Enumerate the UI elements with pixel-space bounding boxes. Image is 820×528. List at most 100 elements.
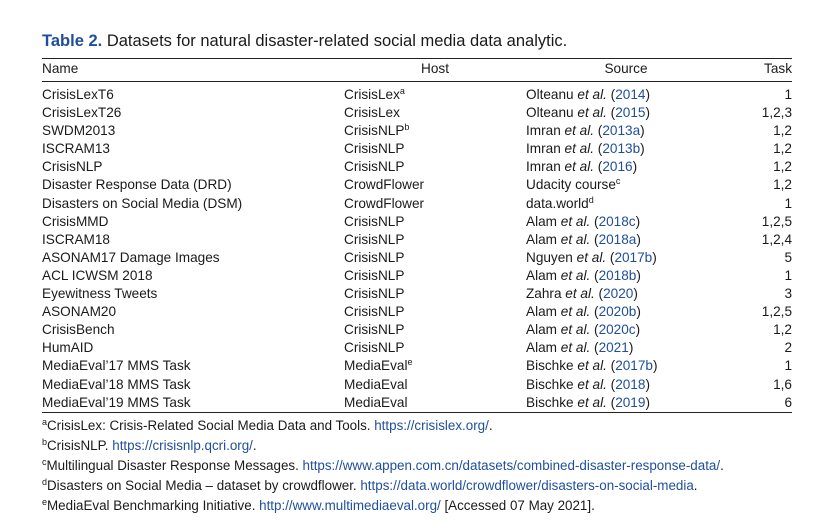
dataset-source: Olteanu et al. (2014) (526, 87, 650, 102)
source-author: Nguyen (526, 249, 573, 265)
footnote-suffix: . (693, 478, 698, 493)
host-label: CrisisLex (344, 105, 400, 121)
source-etal: et al. (577, 394, 607, 410)
citation-link[interactable]: 2020 (603, 286, 634, 302)
header-rule (42, 81, 792, 82)
table-row: HumAID CrisisNLP Alam et al. (2021) 2 (42, 339, 792, 357)
citation-link[interactable]: 2017b (614, 249, 653, 265)
header-row: Name Host Source Task (42, 60, 792, 82)
citation-link[interactable]: 2016 (602, 159, 633, 175)
dataset-name: CrisisBench (42, 322, 115, 338)
footnote-mark: b (42, 437, 48, 447)
footnote-link[interactable]: https://crisislex.org/ (374, 418, 489, 433)
footnote-mark: c (42, 457, 47, 467)
footnote-mark: d (588, 194, 594, 205)
dataset-host: CrisisNLP (344, 303, 526, 321)
host-label: MediaEval (344, 394, 408, 410)
footnote-link[interactable]: https://data.world/crowdflower/disasters… (360, 478, 694, 493)
dataset-name: HumAID (42, 340, 94, 356)
citation-link[interactable]: 2018b (598, 267, 637, 283)
source-etal: et al. (576, 249, 607, 265)
table-body: CrisisLexT6 CrisisLexa Olteanu et al. (201… (42, 82, 792, 412)
dataset-task: 1 (784, 358, 792, 374)
bottom-rule (42, 412, 792, 413)
dataset-name: CrisisMMD (42, 213, 109, 229)
source-author: Alam (526, 231, 557, 247)
footnote-link[interactable]: https://crisisnlp.qcri.org/ (112, 438, 253, 453)
dataset-name: CrisisLexT6 (42, 87, 114, 102)
host-label: CrisisNLP (344, 249, 405, 265)
citation-link[interactable]: 2018 (615, 376, 646, 392)
dataset-name: ASONAM17 Damage Images (42, 249, 220, 265)
citation-link[interactable]: 2013a (602, 123, 641, 139)
dataset-host: CrisisNLPb (344, 122, 526, 140)
footnote-mark: a (42, 417, 48, 427)
source-author: Alam (526, 340, 557, 356)
source-author: Imran (526, 159, 561, 175)
source-author: Bischke (526, 358, 574, 374)
dataset-source: Alam et al. (2018b) (526, 267, 641, 283)
table-row: MediaEval’18 MMS Task MediaEval Bischke et… (42, 376, 792, 394)
citation-link[interactable]: 2013b (602, 141, 641, 157)
citation-link[interactable]: 2020c (598, 322, 636, 338)
dataset-task: 1,2 (773, 141, 792, 157)
table-row: MediaEval’19 MMS Task MediaEval Bischke et… (42, 394, 792, 412)
footnote-suffix: . (720, 458, 724, 473)
host-label: MediaEval (344, 358, 408, 374)
footnote-mark: d (42, 477, 48, 487)
footnote: eMediaEval Benchmarking Initiative. http… (42, 496, 724, 516)
footnotes: aCrisisLex: Crisis-Related Social Media … (42, 416, 724, 516)
table-label: Table 2. (42, 32, 103, 50)
table-row: Eyewitness Tweets CrisisNLP Zahra et al. (… (42, 285, 792, 303)
footnote-link[interactable]: https://www.appen.com.cn/datasets/combin… (302, 458, 721, 473)
footnote-suffix: [Accessed 07 May 2021]. (440, 498, 595, 513)
dataset-source: Bischke et al. (2018) (526, 376, 650, 392)
table-row: CrisisLexT6 CrisisLexa Olteanu et al. (201… (42, 82, 792, 104)
table-caption: Table 2. Datasets for natural disaster-r… (42, 32, 567, 51)
dataset-task: 1,2 (773, 159, 792, 175)
dataset-task: 2 (784, 340, 792, 356)
datasets-table: Name Host Source Task CrisisLexT6 CrisisL… (42, 60, 792, 412)
dataset-name: CrisisLexT26 (42, 105, 122, 121)
dataset-source: Imran et al. (2013b) (526, 141, 645, 157)
source-etal: et al. (560, 213, 591, 229)
citation-link[interactable]: 2018a (598, 231, 637, 247)
dataset-host: CrisisNLP (344, 249, 526, 267)
citation-link[interactable]: 2014 (615, 87, 646, 102)
dataset-task: 6 (784, 394, 792, 410)
table-row: ISCRAM13 CrisisNLP Imran et al. (2013b) 1,2 (42, 140, 792, 158)
dataset-task: 1,6 (773, 376, 792, 392)
source-etal: et al. (564, 159, 595, 175)
dataset-host: CrisisNLP (344, 140, 526, 158)
footnote-suffix: . (488, 418, 493, 433)
dataset-name: CrisisNLP (42, 159, 103, 175)
table-row: MediaEval’17 MMS Task MediaEvale Bischke e… (42, 357, 792, 375)
table-row: ISCRAM18 CrisisNLP Alam et al. (2018a) 1,2,… (42, 231, 792, 249)
footnote-mark: e (407, 357, 413, 368)
citation-link[interactable]: 2020b (598, 304, 637, 320)
citation-link[interactable]: 2015 (615, 105, 646, 121)
host-label: CrisisNLP (344, 322, 405, 338)
citation-link[interactable]: 2017b (615, 358, 653, 374)
table-row: ASONAM20 CrisisNLP Alam et al. (2020b) 1,2,… (42, 303, 792, 321)
dataset-name: ACL ICWSM 2018 (42, 267, 153, 283)
source-author: Zahra (526, 286, 562, 302)
dataset-host: MediaEvale (344, 357, 526, 375)
dataset-task: 1 (784, 87, 792, 102)
header-name: Name (42, 61, 79, 76)
dataset-host: CrisisNLP (344, 158, 526, 176)
host-label: CrowdFlower (344, 177, 425, 193)
citation-link[interactable]: 2021 (598, 340, 629, 356)
citation-link[interactable]: 2018c (598, 213, 636, 229)
table-row: SWDM2013 CrisisNLPb Imran et al. (2013a) 1,… (42, 122, 792, 140)
dataset-source: Imran et al. (2013a) (526, 123, 645, 139)
source-author: Alam (526, 213, 557, 229)
footnote-mark: e (42, 497, 48, 507)
dataset-host: MediaEval (344, 376, 526, 394)
dataset-host: CrisisNLP (344, 321, 526, 339)
citation-link[interactable]: 2019 (615, 394, 646, 410)
footnote-link[interactable]: http://www.multimediaeval.org/ (259, 498, 441, 513)
source-etal: et al. (560, 231, 591, 247)
dataset-source: data.worldd (526, 195, 726, 213)
dataset-name: SWDM2013 (42, 123, 116, 139)
